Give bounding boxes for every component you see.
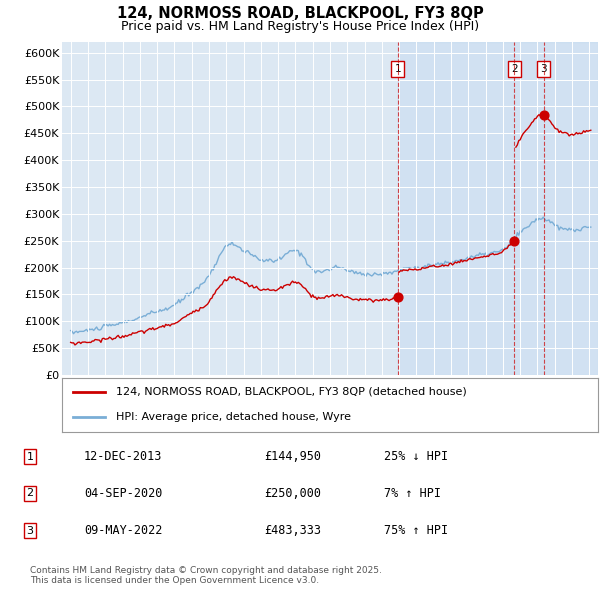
Text: 2: 2: [511, 64, 518, 74]
Text: 124, NORMOSS ROAD, BLACKPOOL, FY3 8QP (detached house): 124, NORMOSS ROAD, BLACKPOOL, FY3 8QP (d…: [116, 386, 466, 396]
Text: 75% ↑ HPI: 75% ↑ HPI: [384, 524, 448, 537]
Text: Price paid vs. HM Land Registry's House Price Index (HPI): Price paid vs. HM Land Registry's House …: [121, 20, 479, 33]
Point: [393, 293, 403, 302]
Bar: [398, 42, 598, 375]
Text: 1: 1: [26, 451, 34, 461]
Point: [539, 111, 548, 120]
Text: Contains HM Land Registry data © Crown copyright and database right 2025.
This d: Contains HM Land Registry data © Crown c…: [30, 566, 382, 585]
Text: 25% ↓ HPI: 25% ↓ HPI: [384, 450, 448, 463]
Text: 2: 2: [26, 489, 34, 499]
Point: [509, 236, 519, 245]
Text: 09-MAY-2022: 09-MAY-2022: [84, 524, 163, 537]
Text: 12-DEC-2013: 12-DEC-2013: [84, 450, 163, 463]
Text: HPI: Average price, detached house, Wyre: HPI: Average price, detached house, Wyre: [116, 412, 350, 422]
Text: £144,950: £144,950: [264, 450, 321, 463]
Text: £483,333: £483,333: [264, 524, 321, 537]
Text: 7% ↑ HPI: 7% ↑ HPI: [384, 487, 441, 500]
Text: 3: 3: [26, 526, 34, 536]
Text: 04-SEP-2020: 04-SEP-2020: [84, 487, 163, 500]
Text: £250,000: £250,000: [264, 487, 321, 500]
Text: 1: 1: [394, 64, 401, 74]
Text: 3: 3: [541, 64, 547, 74]
Text: 124, NORMOSS ROAD, BLACKPOOL, FY3 8QP: 124, NORMOSS ROAD, BLACKPOOL, FY3 8QP: [116, 6, 484, 21]
